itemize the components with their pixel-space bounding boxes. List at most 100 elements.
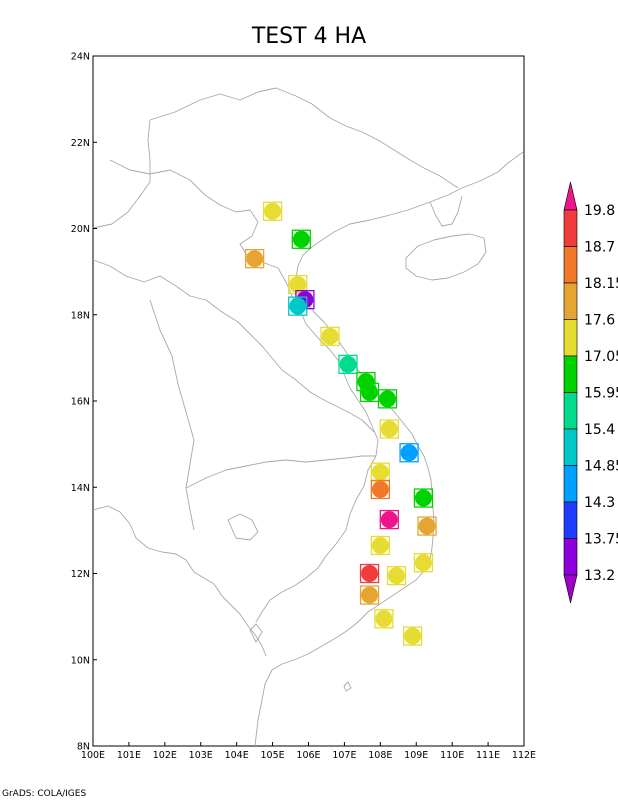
station-square — [413, 488, 434, 508]
lat-tick-label: 10N — [71, 655, 90, 666]
station-dot — [321, 327, 339, 345]
station-dot — [264, 202, 282, 220]
station-marker — [413, 553, 434, 573]
station-marker — [417, 516, 437, 536]
station-marker — [370, 479, 390, 500]
lat-tick-label: 8N — [77, 742, 90, 753]
axis-ticks: 100E 101E 102E 103E 104E 105E 106E 107E 108E 109E… — [71, 52, 536, 762]
colorbar-segment — [563, 428, 578, 466]
station-square — [379, 419, 399, 439]
lon-tick-label: 100E — [81, 750, 105, 761]
station-marker — [291, 229, 311, 249]
colorbar-label: 17.05 — [584, 349, 618, 365]
con-son-island — [343, 681, 352, 692]
station-square — [338, 354, 358, 374]
station-dot — [371, 463, 389, 481]
station-marker — [377, 389, 398, 409]
lon-tick-label: 103E — [189, 750, 213, 761]
station-square — [320, 326, 340, 346]
lon-tick-label: 102E — [153, 750, 177, 761]
phu-quoc-island — [249, 623, 263, 643]
station-square — [379, 509, 399, 530]
station-square — [403, 626, 423, 646]
station-marker — [320, 326, 340, 346]
colorbar-label: 17.6 — [584, 313, 615, 329]
map-title: TEST 4 HA — [251, 24, 366, 49]
station-dot — [361, 586, 379, 604]
station-markers — [244, 201, 437, 646]
cambodia-vietnam-border — [255, 455, 377, 623]
station-dot — [289, 297, 307, 315]
myanmar-border — [92, 119, 151, 229]
station-square — [291, 229, 311, 249]
lat-tick-label: 20N — [71, 224, 90, 235]
station-marker — [379, 509, 399, 530]
colorbar-label: 14.85 — [584, 459, 618, 475]
station-marker — [359, 563, 380, 584]
station-dot — [371, 480, 389, 498]
station-dot — [292, 230, 310, 248]
lat-tick-label: 24N — [71, 52, 90, 63]
colorbar-label: 18.7 — [584, 240, 615, 256]
station-marker — [374, 609, 394, 629]
station-dot — [371, 536, 389, 554]
colorbar-top-arrow — [563, 181, 578, 211]
colorbar-label: 18.15 — [584, 276, 618, 292]
colorbar-segment — [563, 501, 578, 539]
station-square — [370, 479, 390, 500]
station-dot — [380, 420, 398, 438]
hainan-island — [405, 233, 487, 281]
mainland-coastline — [254, 151, 524, 747]
station-dot — [380, 511, 398, 529]
lat-tick-label: 18N — [71, 310, 90, 321]
station-dot — [414, 554, 432, 572]
map-frame — [92, 55, 525, 747]
lat-tick-label: 22N — [71, 138, 90, 149]
lat-tick-label: 12N — [71, 569, 90, 580]
lat-tick-label: 16N — [71, 397, 90, 408]
station-dot — [387, 567, 405, 585]
laos-north-border — [109, 159, 293, 297]
thailand-west-border — [149, 299, 195, 531]
colorbar-segment — [563, 246, 578, 284]
lon-tick-label: 106E — [296, 750, 320, 761]
station-marker — [370, 535, 390, 556]
laos-vietnam-border — [291, 295, 379, 457]
station-square — [386, 566, 407, 586]
station-marker — [288, 296, 308, 316]
colorbar: 19.8 18.7 18.15 17.6 17.05 15.95 15.4 14.85 14.3… — [563, 181, 618, 604]
colorbar-label: 15.4 — [584, 422, 615, 438]
lon-tick-label: 107E — [332, 750, 356, 761]
colorbar-bottom-arrow — [563, 574, 578, 604]
station-dot — [404, 627, 422, 645]
station-dot — [361, 565, 379, 582]
leizhou-peninsula — [429, 195, 463, 227]
station-square — [288, 274, 308, 295]
lon-tick-label: 104E — [225, 750, 249, 761]
station-dot — [361, 383, 379, 401]
station-marker — [379, 419, 399, 439]
lon-tick-label: 111E — [476, 750, 500, 761]
station-dot — [289, 276, 307, 294]
station-square — [374, 609, 394, 629]
station-square — [413, 553, 434, 573]
station-dot — [339, 355, 357, 373]
colorbar-segment — [563, 392, 578, 430]
colorbar-label: 19.8 — [584, 203, 615, 219]
lon-tick-label: 108E — [368, 750, 392, 761]
lon-tick-label: 101E — [117, 750, 141, 761]
lon-tick-label: 109E — [404, 750, 428, 761]
grads-credit: GrADS: COLA/IGES — [2, 789, 86, 799]
lon-tick-label: 105E — [261, 750, 285, 761]
colorbar-segment — [563, 209, 578, 247]
station-marker — [244, 249, 265, 269]
colorbar-label: 14.3 — [584, 495, 615, 511]
station-square — [288, 296, 308, 316]
colorbar-segment — [563, 355, 578, 393]
station-square — [370, 535, 390, 556]
colorbar-segment — [563, 282, 578, 320]
colorbar-segment — [563, 538, 578, 576]
station-marker — [288, 274, 308, 295]
station-marker — [399, 443, 419, 463]
